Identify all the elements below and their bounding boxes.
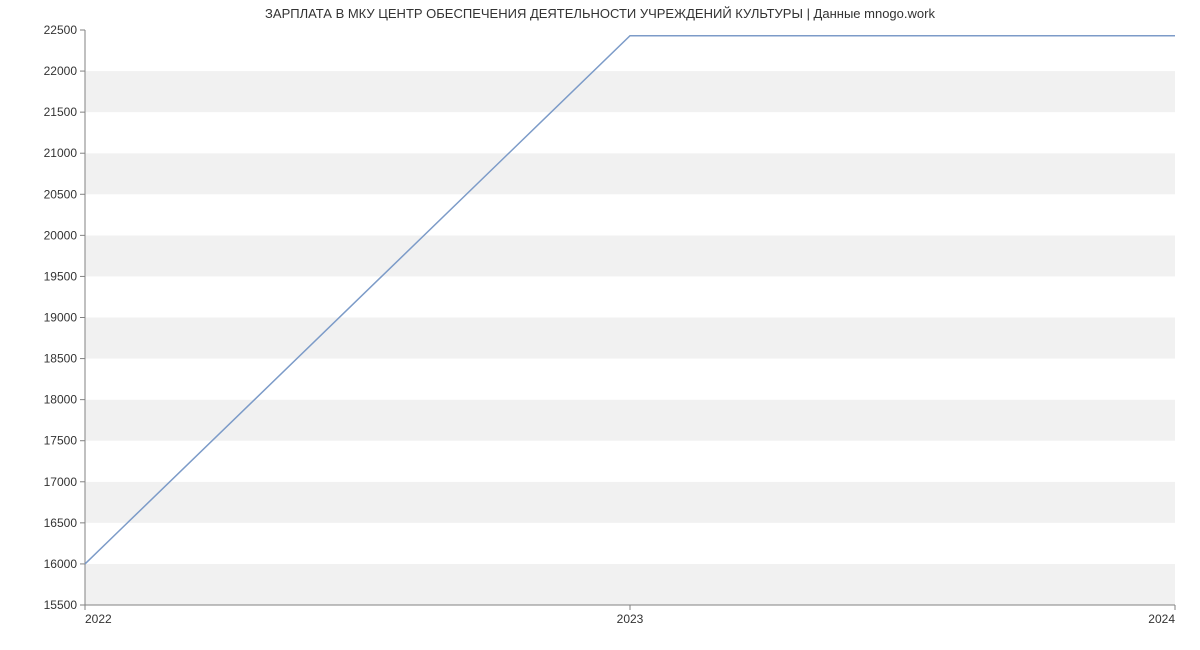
y-tick-label: 20000	[44, 228, 78, 242]
y-tick-label: 18500	[44, 352, 78, 366]
y-tick-label: 22000	[44, 64, 78, 78]
y-tick-label: 19000	[44, 311, 78, 325]
y-tick-label: 17000	[44, 475, 78, 489]
y-tick-label: 21000	[44, 146, 78, 160]
y-tick-label: 22500	[44, 23, 78, 37]
y-tick-label: 18000	[44, 393, 78, 407]
y-tick-label: 17500	[44, 434, 78, 448]
y-tick-label: 16000	[44, 557, 78, 571]
y-tick-label: 16500	[44, 516, 78, 530]
y-tick-label: 20500	[44, 187, 78, 201]
x-tick-label: 2023	[617, 612, 644, 626]
y-tick-label: 21500	[44, 105, 78, 119]
y-tick-label: 15500	[44, 598, 78, 612]
x-tick-label: 2024	[1148, 612, 1175, 626]
x-tick-label: 2022	[85, 612, 112, 626]
salary-line-chart: ЗАРПЛАТА В МКУ ЦЕНТР ОБЕСПЕЧЕНИЯ ДЕЯТЕЛЬ…	[0, 0, 1200, 650]
chart-svg: 15500 16000 16500 17000 17500 18000 18500 19000…	[0, 0, 1200, 650]
y-tick-label: 19500	[44, 269, 78, 283]
